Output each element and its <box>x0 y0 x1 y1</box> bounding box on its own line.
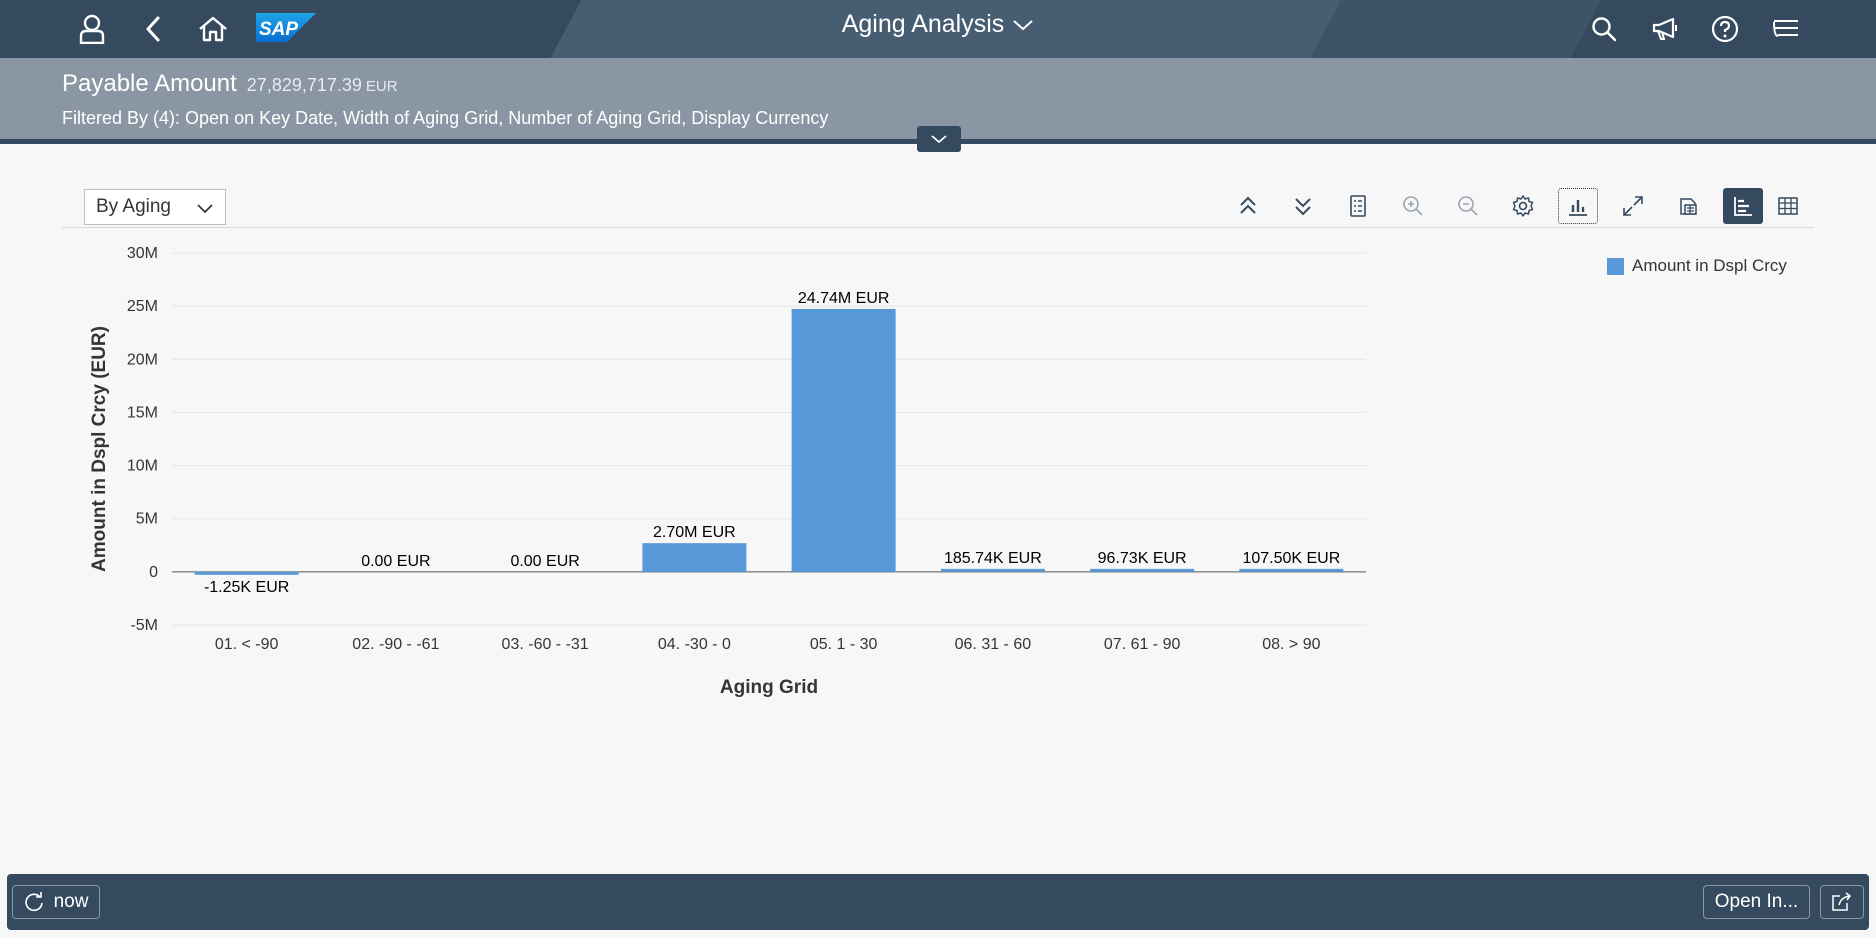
x-tick-label: 08. > 90 <box>1262 636 1320 653</box>
sap-logo-text: SAP <box>259 19 298 40</box>
settings-icon <box>1512 195 1534 217</box>
data-label: 107.50K EUR <box>1242 550 1340 567</box>
zoom-out-button[interactable] <box>1448 188 1488 224</box>
x-tick-label: 02. -90 - -61 <box>352 636 439 653</box>
bar[interactable] <box>194 571 299 575</box>
collapse-all-icon <box>1240 196 1256 214</box>
app-title: Aging Analysis <box>841 10 1005 38</box>
bar[interactable] <box>642 543 747 572</box>
chevron-down-icon <box>1013 19 1033 30</box>
view-select-value: By Aging <box>96 196 171 217</box>
y-tick-label: 20M <box>127 351 158 368</box>
x-tick-label: 03. -60 - -31 <box>502 636 589 653</box>
sap-logo[interactable]: SAP <box>256 13 316 42</box>
kpi-summary: Payable Amount 27,829,717.39 EUR <box>62 70 398 98</box>
kpi-value: 27,829,717.39 <box>246 75 362 95</box>
refresh-button[interactable]: now <box>12 885 100 919</box>
legend-label: Amount in Dspl Crcy <box>1632 256 1787 275</box>
bar[interactable] <box>940 568 1045 572</box>
data-label: 185.74K EUR <box>944 550 1042 567</box>
y-tick-label: 0 <box>149 564 158 581</box>
zoom-in-button[interactable] <box>1393 188 1433 224</box>
filter-summary: Filtered By (4): Open on Key Date, Width… <box>62 108 829 128</box>
expand-header-button[interactable] <box>917 126 961 152</box>
aging-bar-chart: -5M 0 5M 10M 15M 20M 25M 30M -1.25K EUR 01. < -90… <box>89 245 1366 698</box>
zoom-in-icon <box>1403 196 1423 216</box>
download-button[interactable] <box>1668 188 1708 224</box>
data-label: 24.74M EUR <box>798 290 890 307</box>
bar[interactable] <box>791 308 896 572</box>
bar[interactable] <box>1239 568 1344 572</box>
chart-view-button[interactable] <box>1723 188 1763 224</box>
user-icon[interactable] <box>72 9 112 49</box>
footer-toolbar: now Open In... <box>7 874 1869 930</box>
refresh-label: now <box>53 891 89 912</box>
y-axis-title: Amount in Dspl Crcy (EUR) <box>89 326 110 572</box>
bar[interactable] <box>1090 568 1195 572</box>
open-in-label: Open In... <box>1714 891 1799 912</box>
x-tick-label: 05. 1 - 30 <box>810 636 878 653</box>
table-view-button[interactable] <box>1768 188 1808 224</box>
notifications-icon[interactable] <box>1766 9 1806 49</box>
kpi-title: Payable Amount <box>62 70 237 97</box>
table-view-icon <box>1778 197 1798 215</box>
details-button[interactable] <box>1338 188 1378 224</box>
x-tick-label: 04. -30 - 0 <box>658 636 731 653</box>
home-icon[interactable] <box>193 9 233 49</box>
expand-all-icon <box>1295 198 1311 216</box>
y-tick-label: 5M <box>136 511 158 528</box>
toolbar-divider <box>62 227 1814 228</box>
collapse-all-button[interactable] <box>1228 188 1268 224</box>
x-tick-label: 06. 31 - 60 <box>955 636 1032 653</box>
share-button[interactable] <box>1820 885 1864 919</box>
x-axis-title: Aging Grid <box>720 677 818 698</box>
refresh-icon <box>24 892 43 912</box>
search-icon[interactable] <box>1584 9 1624 49</box>
chart-type-button[interactable] <box>1558 188 1598 224</box>
open-in-button[interactable]: Open In... <box>1703 885 1810 919</box>
data-label: 0.00 EUR <box>510 553 579 570</box>
zoom-out-icon <box>1458 196 1478 216</box>
settings-button[interactable] <box>1503 188 1543 224</box>
back-icon[interactable] <box>133 9 173 49</box>
shell-header: SAP Aging Analysis <box>0 0 1876 58</box>
x-tick-label: 07. 61 - 90 <box>1104 636 1181 653</box>
chevron-down-icon <box>931 135 947 144</box>
data-label: 96.73K EUR <box>1098 550 1187 567</box>
details-icon <box>1350 195 1366 217</box>
y-tick-label: 10M <box>127 458 158 475</box>
data-label: 0.00 EUR <box>361 553 430 570</box>
chevron-down-icon <box>197 204 213 214</box>
fullscreen-icon <box>1623 196 1643 216</box>
y-tick-label: -5M <box>130 617 158 634</box>
data-label: 2.70M EUR <box>653 524 736 541</box>
y-tick-label: 30M <box>127 245 158 262</box>
expand-all-button[interactable] <box>1283 188 1323 224</box>
download-icon <box>1680 198 1697 215</box>
kpi-unit: EUR <box>365 78 398 95</box>
megaphone-icon[interactable] <box>1645 9 1685 49</box>
data-label: -1.25K EUR <box>204 579 289 596</box>
app-title-area: Aging Analysis <box>0 10 1876 39</box>
share-icon <box>1832 892 1852 911</box>
chart-legend[interactable]: Amount in Dspl Crcy <box>1607 256 1787 276</box>
fullscreen-button[interactable] <box>1613 188 1653 224</box>
app-title-menu[interactable]: Aging Analysis <box>842 10 1035 39</box>
chart-view-icon <box>1734 197 1752 216</box>
legend-swatch <box>1607 257 1624 275</box>
y-tick-label: 25M <box>127 298 158 315</box>
chart-type-icon <box>1569 200 1587 216</box>
view-select[interactable]: By Aging <box>84 189 226 225</box>
x-tick-label: 01. < -90 <box>215 636 279 653</box>
help-icon[interactable] <box>1705 9 1745 49</box>
y-tick-label: 15M <box>127 404 158 421</box>
